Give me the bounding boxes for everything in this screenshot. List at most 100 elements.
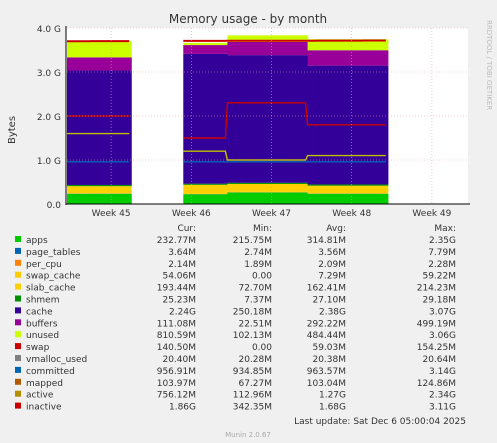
area-buffers: [85, 57, 88, 71]
area-buffers: [103, 57, 106, 71]
area-slab_cache: [339, 185, 343, 194]
area-unused: [121, 41, 124, 58]
area-cache: [223, 53, 226, 184]
area-buffers: [263, 41, 267, 56]
area-cache: [99, 70, 102, 185]
area-buffers: [271, 41, 275, 56]
area-unused: [111, 41, 114, 58]
area-cache: [207, 53, 210, 184]
area-unused: [335, 39, 339, 51]
area-cache: [289, 55, 293, 183]
area-slab_cache: [221, 184, 224, 194]
area-buffers: [375, 50, 379, 66]
area-slab_cache: [293, 183, 297, 192]
area-slab_cache: [85, 186, 88, 194]
area-unused: [385, 39, 389, 51]
area-cache: [257, 55, 261, 183]
area-cache: [233, 55, 237, 183]
area-buffers: [247, 41, 251, 56]
area-buffers: [201, 45, 204, 54]
area-buffers: [269, 41, 273, 56]
area-buffers: [351, 50, 355, 66]
area-shmem: [229, 182, 233, 184]
legend-swatch-buffers: [15, 319, 21, 326]
stacked-areas: [67, 35, 389, 204]
area-shmem: [67, 184, 70, 187]
area-apps: [95, 193, 98, 204]
area-slab_cache: [313, 185, 317, 194]
area-unused: [295, 35, 299, 42]
area-cache: [295, 55, 299, 183]
area-shmem: [377, 184, 381, 186]
area-apps: [91, 193, 94, 204]
area-apps: [81, 193, 84, 204]
area-apps: [307, 193, 311, 204]
area-shmem: [95, 184, 98, 187]
area-slab_cache: [207, 184, 210, 194]
area-slab_cache: [373, 185, 377, 194]
area-unused: [227, 35, 230, 42]
area-shmem: [261, 182, 265, 184]
area-shmem: [195, 183, 198, 185]
area-slab_cache: [353, 185, 357, 194]
area-slab_cache: [281, 183, 285, 192]
area-apps: [217, 194, 220, 204]
area-unused: [305, 35, 309, 42]
area-buffers: [381, 50, 385, 66]
area-buffers: [127, 57, 130, 71]
area-buffers: [265, 41, 269, 56]
area-apps: [343, 193, 347, 204]
area-buffers: [203, 45, 206, 54]
area-cache: [231, 55, 235, 183]
area-shmem: [111, 184, 114, 187]
area-buffers: [267, 41, 271, 56]
legend-name: per_cpu: [26, 260, 62, 270]
area-apps: [87, 193, 90, 204]
area-cache: [251, 55, 255, 183]
area-unused: [81, 41, 84, 58]
area-slab_cache: [187, 184, 190, 194]
area-buffers: [105, 57, 108, 71]
area-apps: [127, 193, 130, 204]
area-shmem: [213, 183, 216, 185]
area-slab_cache: [211, 184, 214, 194]
area-cache: [187, 53, 190, 184]
area-cache: [71, 70, 74, 185]
area-slab_cache: [241, 183, 245, 192]
area-unused: [253, 35, 257, 42]
area-shmem: [291, 182, 295, 184]
area-slab_cache: [201, 184, 204, 194]
legend-min-value: 342.35M: [233, 403, 272, 413]
area-apps: [265, 192, 269, 204]
area-apps: [213, 194, 216, 204]
area-slab_cache: [215, 184, 218, 194]
area-buffers: [253, 41, 257, 56]
area-apps: [331, 193, 335, 204]
area-apps: [71, 193, 74, 204]
area-unused: [259, 35, 263, 42]
area-buffers: [235, 41, 239, 56]
area-buffers: [69, 57, 72, 71]
area-unused: [233, 35, 237, 42]
area-cache: [197, 53, 200, 184]
legend-max-value: 3.06G: [429, 331, 456, 341]
legend-name: slab_cache: [26, 284, 76, 294]
legend-name: swap: [26, 343, 50, 353]
area-shmem: [201, 183, 204, 185]
area-apps: [375, 193, 379, 204]
area-unused: [257, 35, 261, 42]
area-unused: [331, 39, 335, 51]
area-buffers: [81, 57, 84, 71]
area-cache: [183, 53, 186, 184]
area-slab_cache: [237, 183, 241, 192]
area-apps: [195, 194, 198, 204]
area-buffers: [275, 41, 279, 56]
area-buffers: [313, 50, 317, 66]
area-shmem: [365, 184, 369, 186]
area-apps: [197, 194, 200, 204]
area-unused: [271, 35, 275, 42]
area-slab_cache: [297, 183, 301, 192]
area-unused: [213, 42, 216, 46]
area-unused: [79, 41, 82, 58]
area-unused: [209, 42, 212, 46]
